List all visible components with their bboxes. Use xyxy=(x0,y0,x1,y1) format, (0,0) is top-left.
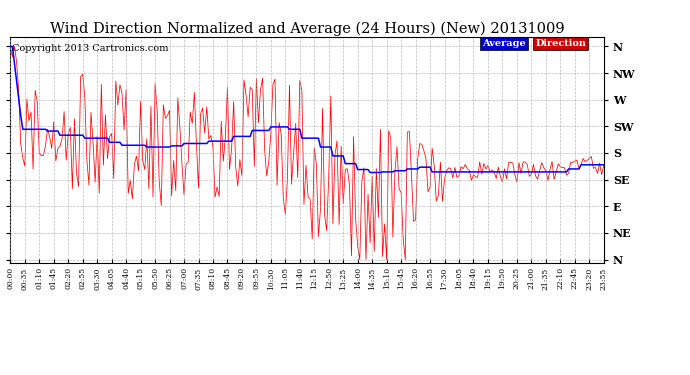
Text: Average: Average xyxy=(482,39,526,48)
Text: Direction: Direction xyxy=(535,39,586,48)
Text: Copyright 2013 Cartronics.com: Copyright 2013 Cartronics.com xyxy=(12,44,168,53)
Title: Wind Direction Normalized and Average (24 Hours) (New) 20131009: Wind Direction Normalized and Average (2… xyxy=(50,22,564,36)
